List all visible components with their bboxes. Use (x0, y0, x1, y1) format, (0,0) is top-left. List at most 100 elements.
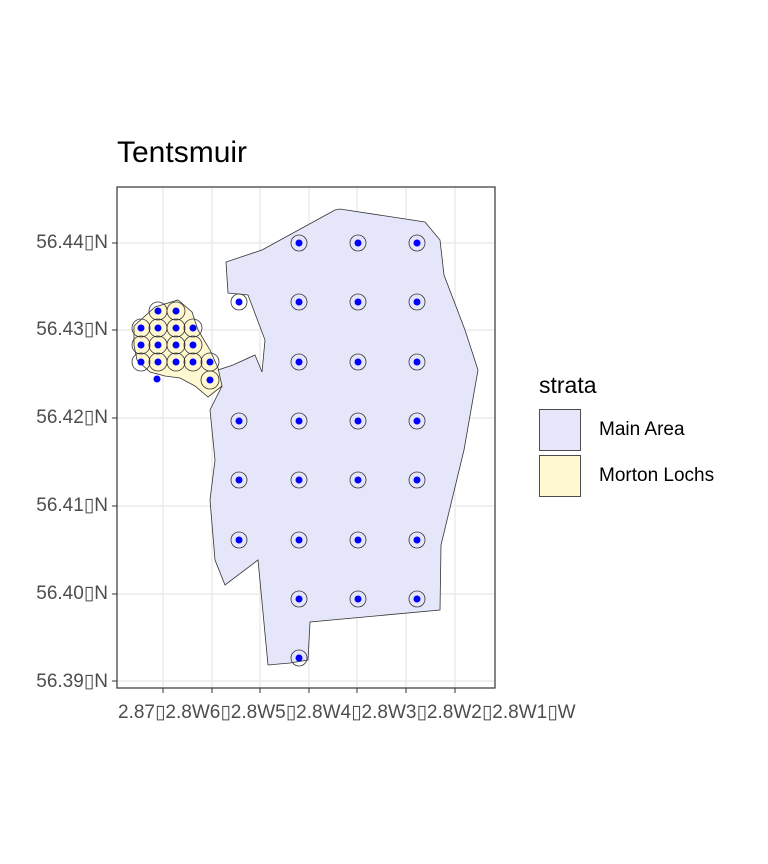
sample-point (235, 536, 243, 544)
legend-label: Main Area (599, 419, 685, 440)
y-tick-label: 56.44▯N (36, 232, 108, 253)
sample-point (295, 476, 303, 484)
sample-point (137, 324, 145, 332)
sample-point-buffer (166, 352, 186, 372)
sample-point-buffer (349, 234, 367, 252)
sample-point-buffer (408, 590, 426, 608)
sample-point-buffer (349, 353, 367, 371)
sample-point (354, 476, 362, 484)
morton-lochs-points (131, 301, 220, 390)
sample-point (413, 595, 421, 603)
sample-point (172, 307, 180, 315)
sample-point (235, 417, 243, 425)
sample-point (413, 358, 421, 366)
sample-point-buffer (230, 412, 248, 430)
sample-point (295, 536, 303, 544)
sample-point (235, 298, 243, 306)
sample-point (413, 298, 421, 306)
sample-point-buffer (290, 353, 308, 371)
sample-point-buffer (290, 293, 308, 311)
sample-point-buffer (166, 335, 186, 355)
sample-point-buffer (131, 335, 151, 355)
sample-point-buffer (183, 352, 203, 372)
sample-point-buffer (408, 353, 426, 371)
sample-point (154, 341, 162, 349)
sample-point (295, 358, 303, 366)
sample-point (295, 595, 303, 603)
morton-lochs-region (133, 299, 223, 398)
sample-point (354, 358, 362, 366)
sample-point (235, 476, 243, 484)
sample-point-buffer (408, 234, 426, 252)
sample-point-buffer (200, 370, 220, 390)
sample-point (189, 341, 197, 349)
main-area-points (230, 234, 426, 667)
sample-point (413, 536, 421, 544)
x-tick-labels: 2.87▯2.8W6▯2.8W5▯2.8W4▯2.8W3▯2.8W2▯2.8W1… (118, 702, 576, 723)
sample-point (413, 417, 421, 425)
y-tick-label: 56.41▯N (36, 495, 108, 516)
legend-swatch-main-area (539, 409, 581, 451)
sample-point (189, 358, 197, 366)
sample-point-buffer (349, 471, 367, 489)
sample-point-buffer (183, 335, 203, 355)
sample-point-buffer (349, 412, 367, 430)
sample-point (189, 324, 197, 332)
sample-point (137, 358, 145, 366)
sample-point-buffer (290, 471, 308, 489)
sample-point-buffer (183, 318, 203, 338)
y-tick-label: 56.43▯N (36, 319, 108, 340)
sample-point (354, 595, 362, 603)
plot-title: Tentsmuir (117, 136, 248, 169)
sample-point (295, 298, 303, 306)
main-area-region (209, 208, 479, 666)
sample-point (354, 239, 362, 247)
y-tick-label: 56.39▯N (36, 671, 108, 692)
sample-point-buffer (230, 293, 248, 311)
sample-point-buffer (131, 352, 151, 372)
sample-point (413, 476, 421, 484)
sample-point (295, 654, 303, 662)
legend-item-main-area: Main Area (539, 407, 714, 453)
y-tick-label: 56.40▯N (36, 583, 108, 604)
sample-point (295, 239, 303, 247)
sample-point-buffer (408, 412, 426, 430)
sample-point-buffer (408, 293, 426, 311)
sample-point-buffer (349, 293, 367, 311)
sample-point-buffer (230, 531, 248, 549)
sample-point (154, 307, 162, 315)
sample-point (172, 358, 180, 366)
sample-point (295, 417, 303, 425)
sample-point-buffer (290, 412, 308, 430)
sample-point-buffer (230, 471, 248, 489)
sample-point-buffer (166, 301, 186, 321)
panel-border (116, 186, 496, 689)
sample-point (137, 341, 145, 349)
sample-point-buffer (166, 318, 186, 338)
sample-point (206, 376, 214, 384)
sample-point (154, 324, 162, 332)
legend-item-morton-lochs: Morton Lochs (539, 453, 714, 499)
sample-point (172, 341, 180, 349)
legend-swatch-morton-lochs (539, 455, 581, 497)
sample-point-buffer (290, 531, 308, 549)
sample-point-buffer (408, 471, 426, 489)
sample-point (154, 358, 162, 366)
legend: strata Main Area Morton Lochs (539, 372, 714, 499)
sample-point (172, 324, 180, 332)
sample-point (354, 298, 362, 306)
sample-point-buffer (408, 531, 426, 549)
sample-point-buffer (349, 590, 367, 608)
sample-point (354, 536, 362, 544)
sample-point (354, 417, 362, 425)
sample-point (413, 239, 421, 247)
legend-label: Morton Lochs (599, 465, 715, 486)
sample-point-buffer (131, 318, 151, 338)
sample-point (153, 375, 161, 383)
sample-point-buffer (290, 590, 308, 608)
sample-point-buffer (290, 234, 308, 252)
sample-point-buffer (290, 649, 308, 667)
axis-ticks (112, 242, 456, 693)
y-tick-label: 56.42▯N (36, 407, 108, 428)
